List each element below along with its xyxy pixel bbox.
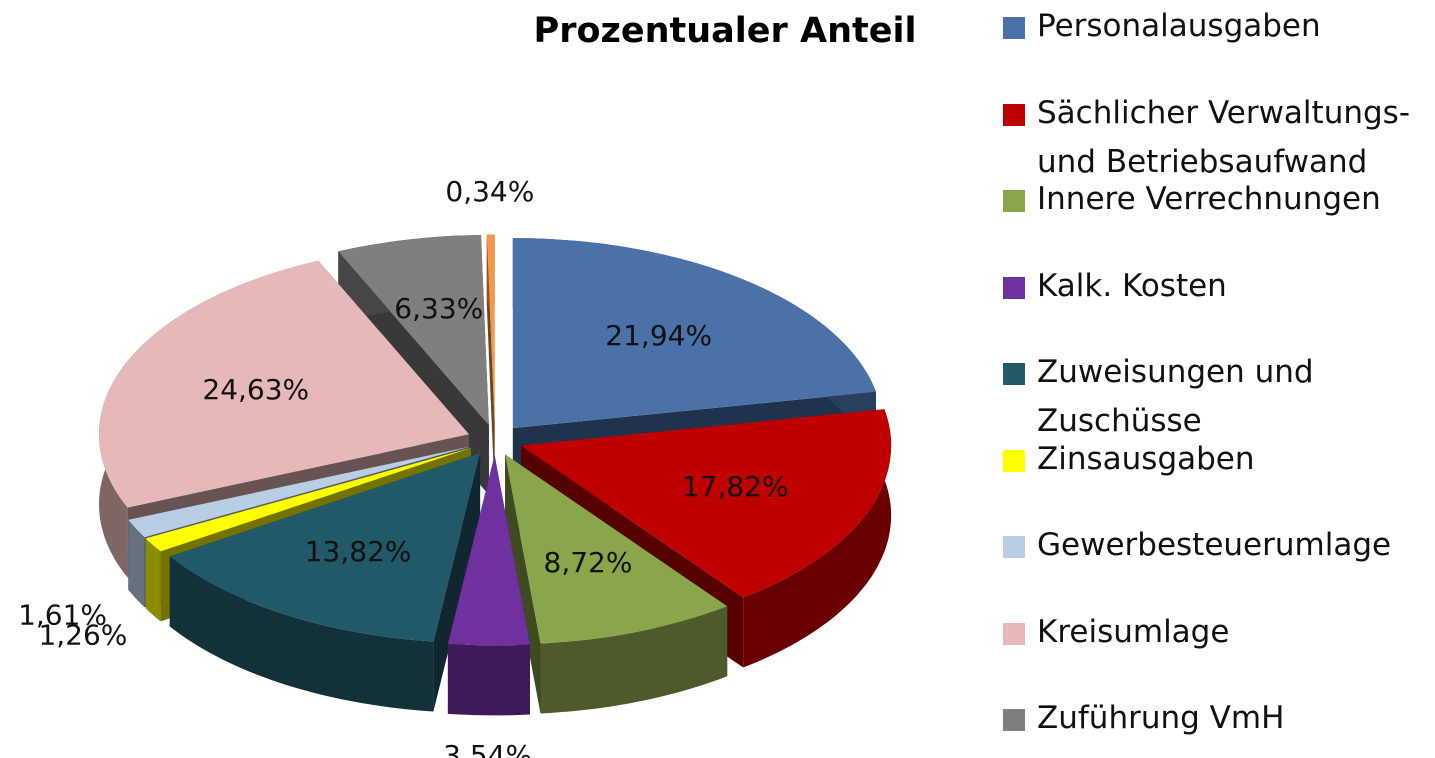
slice xyxy=(447,455,530,646)
legend-swatch xyxy=(1003,276,1025,299)
slice xyxy=(169,453,481,642)
slice-outer-side xyxy=(128,519,145,608)
legend-item: Innere Verrechnungen xyxy=(1003,175,1433,224)
legend-label: Kalk. Kosten xyxy=(1037,267,1227,304)
legend-item: Sächlicher Verwaltungs- und Betriebsaufw… xyxy=(1003,89,1433,187)
slice-outer-side xyxy=(145,538,161,622)
slice-outer-side xyxy=(540,606,728,714)
legend-item: Gewerbesteuerumlage xyxy=(1003,521,1433,570)
legend-item: Zuweisungen und Zuschüsse xyxy=(1003,348,1433,446)
legend-label: Gewerbesteuerumlage xyxy=(1037,527,1392,563)
data-label: 6,33% xyxy=(394,292,483,325)
data-label: 24,63% xyxy=(202,373,309,406)
legend-swatch xyxy=(1003,622,1025,645)
legend-label: Kreisumlage xyxy=(1037,613,1230,650)
legend-label: Zuführung VmH xyxy=(1037,700,1285,736)
legend-swatch xyxy=(1003,17,1025,39)
legend-swatch xyxy=(1003,103,1025,126)
slice-outer-side xyxy=(169,556,434,712)
legend-swatch xyxy=(1003,449,1025,472)
slice-outer-side xyxy=(447,643,530,716)
slice-outer-side xyxy=(743,409,892,668)
slice xyxy=(512,238,876,429)
slice xyxy=(505,454,728,644)
legend-swatch xyxy=(1003,709,1025,731)
data-label: 0,34% xyxy=(445,175,534,208)
data-label: 3,54% xyxy=(443,739,532,758)
data-label: 1,61% xyxy=(18,599,107,632)
data-label: 13,82% xyxy=(305,535,412,568)
legend-item: Kalk. Kosten xyxy=(1003,262,1433,311)
legend-swatch xyxy=(1003,190,1025,212)
slice xyxy=(521,409,892,598)
slice xyxy=(486,234,495,425)
legend-swatch xyxy=(1003,536,1025,558)
data-label: 21,94% xyxy=(605,319,712,352)
data-label: 8,72% xyxy=(544,546,633,579)
data-label: 17,82% xyxy=(682,470,789,503)
data-label: 1,26% xyxy=(38,618,127,651)
slice xyxy=(338,235,489,425)
slice xyxy=(99,260,469,508)
legend-label: Innere Verrechnungen xyxy=(1037,181,1381,217)
legend-item: Personalausgaben xyxy=(1003,2,1433,51)
legend-swatch xyxy=(1003,363,1025,385)
slice xyxy=(145,447,471,552)
legend-label: Zinsausgaben xyxy=(1037,440,1255,477)
legend-label: Sächlicher Verwaltungs- und Betriebsaufw… xyxy=(1037,94,1410,180)
legend-label: Personalausgaben xyxy=(1037,8,1321,44)
slice xyxy=(128,446,470,538)
legend-item: Kreisumlage xyxy=(1003,608,1433,657)
chart-title: Prozentualer Anteil xyxy=(534,11,917,51)
slice-radial-side xyxy=(505,454,541,714)
legend-label: Zuweisungen und Zuschüsse xyxy=(1037,354,1314,439)
legend-item: Zuführung VmH xyxy=(1003,694,1433,743)
legend-item: Zinsausgaben xyxy=(1003,435,1433,484)
slice-tops xyxy=(99,234,892,646)
